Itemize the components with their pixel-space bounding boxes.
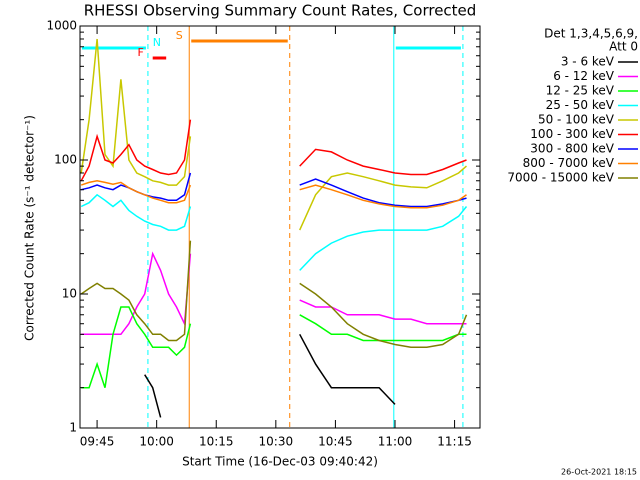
plot-frame	[79, 25, 481, 429]
chart-title: RHESSI Observing Summary Count Rates, Co…	[84, 2, 477, 20]
interval-label: S	[176, 29, 183, 42]
x-tick-label: 11:00	[378, 435, 413, 449]
x-tick-label: 10:15	[199, 435, 234, 449]
series-line	[81, 251, 467, 336]
x-tick-label: 10:45	[318, 435, 353, 449]
interval-label: F	[138, 46, 144, 59]
legend-label: 6 - 12 keV	[553, 69, 615, 83]
series-line	[80, 119, 467, 182]
legend-label: 25 - 50 keV	[546, 98, 615, 112]
y-tick-label: 1000	[46, 19, 77, 33]
legend-label: 100 - 300 keV	[530, 127, 614, 141]
legend-label: 7000 - 15000 keV	[507, 171, 614, 185]
legend-label: 300 - 800 keV	[530, 142, 614, 156]
footer: 26-Oct-2021 18:15	[561, 468, 637, 477]
x-tick-label: 09:45	[80, 435, 115, 449]
x-tick-label: 11:15	[437, 435, 472, 449]
series-line	[80, 180, 467, 209]
x-axis-label: Start Time (16-Dec-03 09:40:42)	[182, 455, 378, 469]
y-tick-label: 10	[62, 287, 77, 301]
x-tick-label: 10:00	[139, 435, 174, 449]
y-tick-label: 1	[69, 421, 77, 435]
interval-label: N	[153, 36, 161, 49]
y-axis-label: Corrected Count Rate (s⁻¹ detector⁻¹)	[23, 115, 37, 341]
legend-title: Att 0	[609, 40, 638, 54]
legend-label: 12 - 25 keV	[546, 84, 615, 98]
x-tick-label: 10:30	[259, 435, 294, 449]
legend-title: Det 1,3,4,5,6,9,	[544, 27, 638, 41]
series-line	[80, 193, 468, 271]
series-line	[144, 333, 396, 418]
legend-label: 50 - 100 keV	[538, 113, 615, 127]
legend-label: 3 - 6 keV	[561, 55, 615, 69]
legend-label: 800 - 7000 keV	[523, 156, 615, 170]
series-line	[80, 240, 468, 349]
series-line	[80, 38, 467, 231]
y-tick-label: 100	[54, 153, 77, 167]
series-line	[81, 306, 467, 389]
